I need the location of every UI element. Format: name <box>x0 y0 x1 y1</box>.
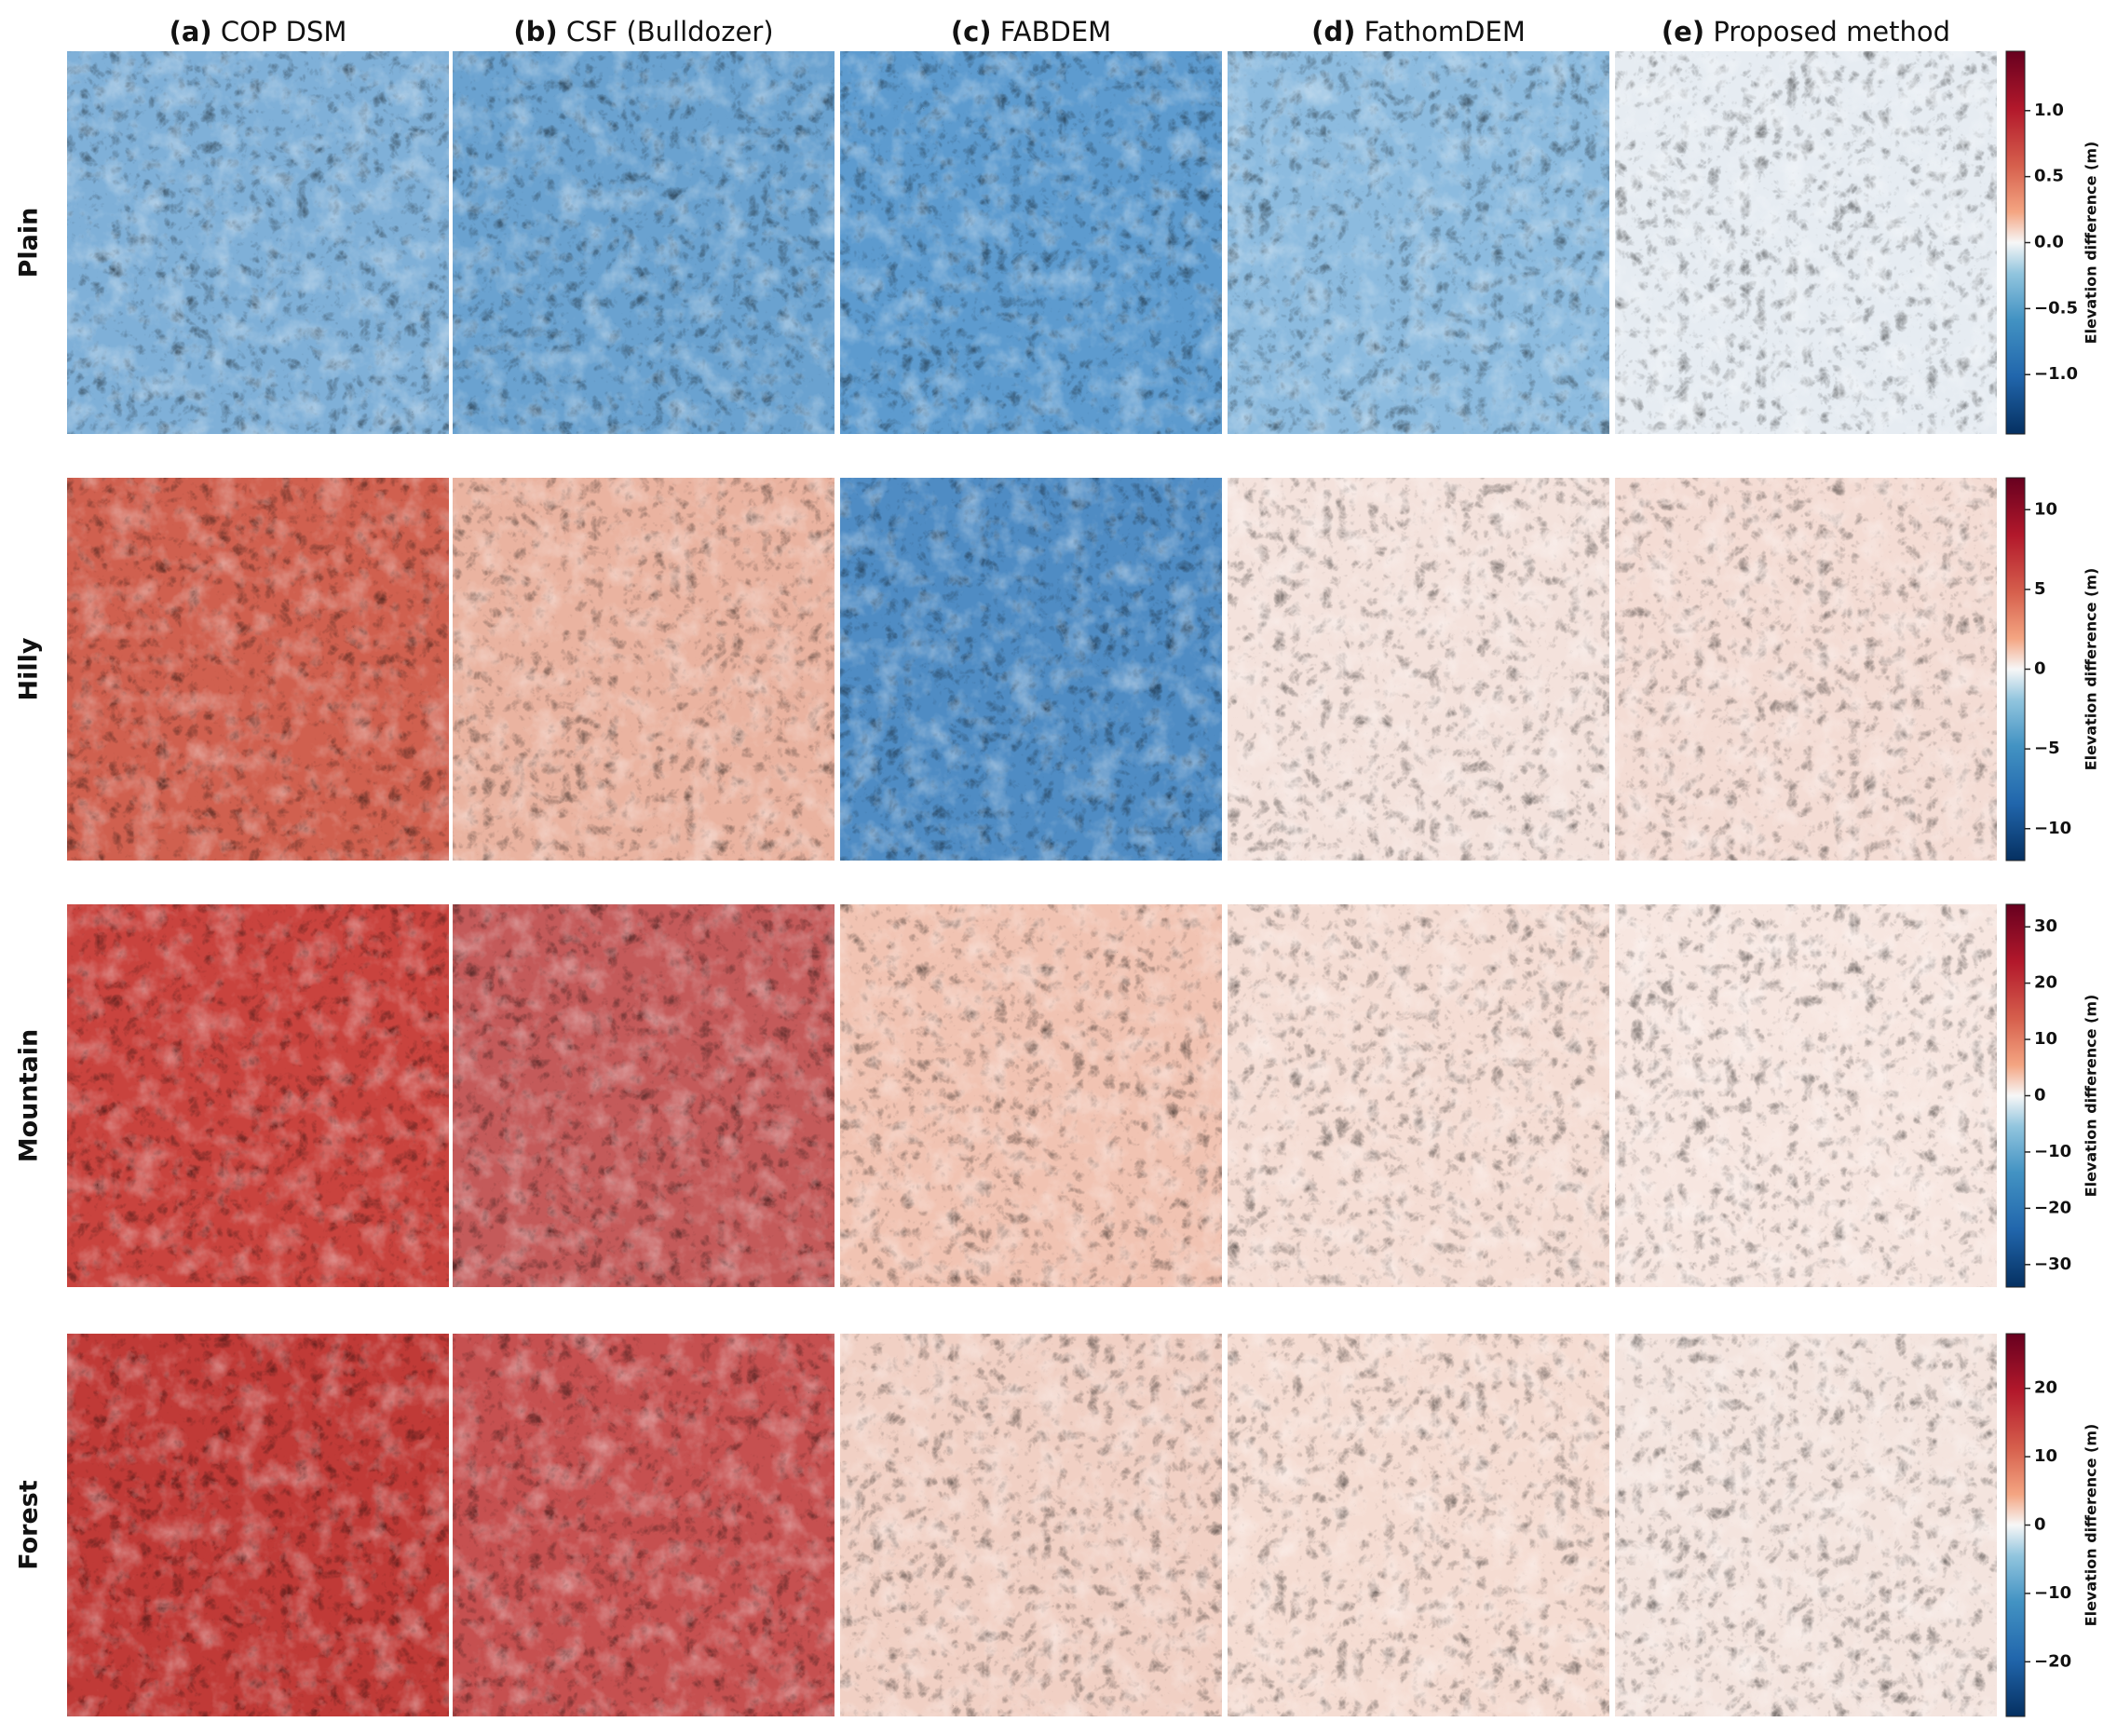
panel-texture <box>840 904 1222 1287</box>
colorbar-label: Elevation difference (m) <box>2083 1424 2100 1627</box>
colorbar-tick-label: 0.5 <box>2034 167 2064 186</box>
panel-texture <box>67 1334 449 1716</box>
colorbar-tick-label: 10 <box>2034 1029 2057 1049</box>
colorbar-label: Elevation difference (m) <box>2083 568 2100 771</box>
panel-texture <box>1615 51 1997 434</box>
colorbar-tick-label: −5 <box>2034 739 2060 758</box>
colorbar-tick-label: −1.0 <box>2034 364 2078 384</box>
panel-texture <box>67 904 449 1287</box>
colorbar <box>2005 50 2026 435</box>
colorbar-label: Elevation difference (m) <box>2083 142 2100 345</box>
panel-texture <box>1228 51 1609 434</box>
colorbar-tick-label: 0.0 <box>2034 233 2064 252</box>
colorbar-tick-label: −0.5 <box>2034 298 2078 318</box>
column-letter: (c) <box>951 16 992 47</box>
panel-texture <box>1615 1334 1997 1716</box>
column-title: (b) CSF (Bulldozer) <box>513 16 773 47</box>
colorbar-tick-label: 0 <box>2034 1086 2046 1105</box>
column-letter: (b) <box>513 16 557 47</box>
panel-texture <box>1228 904 1609 1287</box>
panel-texture <box>453 478 835 861</box>
panel-texture <box>453 1334 835 1716</box>
colorbar-label: Elevation difference (m) <box>2083 995 2100 1198</box>
colorbar-tick-label: 0 <box>2034 659 2046 679</box>
colorbar <box>2005 477 2026 861</box>
panel-texture <box>840 478 1222 861</box>
panel-texture <box>840 1334 1222 1716</box>
column-letter: (e) <box>1662 16 1704 47</box>
row-label: Hilly <box>15 637 44 700</box>
panel-texture <box>1615 904 1997 1287</box>
colorbar-tick-label: 20 <box>2034 973 2057 993</box>
colorbar <box>2005 1333 2026 1717</box>
panel-texture <box>453 904 835 1287</box>
colorbar-tick-label: 1.0 <box>2034 101 2064 120</box>
panel-texture <box>67 478 449 861</box>
column-name: COP DSM <box>221 16 347 47</box>
row-label: Forest <box>15 1480 44 1570</box>
panel-texture <box>67 51 449 434</box>
panel-texture <box>1228 478 1609 861</box>
column-title: (c) FABDEM <box>951 16 1111 47</box>
colorbar-tick-label: 0 <box>2034 1515 2046 1535</box>
column-name: FathomDEM <box>1364 16 1526 47</box>
colorbar-tick-label: 20 <box>2034 1378 2057 1398</box>
colorbar-tick-label: −20 <box>2034 1198 2071 1217</box>
column-letter: (d) <box>1311 16 1355 47</box>
colorbar <box>2005 903 2026 1288</box>
colorbar-tick-label: 10 <box>2034 1446 2057 1466</box>
column-title: (a) COP DSM <box>170 16 347 47</box>
colorbar-tick-label: −30 <box>2034 1255 2071 1274</box>
column-name: Proposed method <box>1713 16 1950 47</box>
row-label: Plain <box>15 208 44 278</box>
row-label: Mountain <box>15 1029 44 1162</box>
column-title: (d) FathomDEM <box>1311 16 1526 47</box>
colorbar-tick-label: −20 <box>2034 1651 2071 1671</box>
column-title: (e) Proposed method <box>1662 16 1950 47</box>
panel-texture <box>840 51 1222 434</box>
colorbar-tick-label: 5 <box>2034 579 2046 599</box>
panel-texture <box>1615 478 1997 861</box>
column-name: FABDEM <box>1000 16 1111 47</box>
colorbar-tick-label: 30 <box>2034 916 2057 936</box>
panel-texture <box>1228 1334 1609 1716</box>
colorbar-tick-label: −10 <box>2034 1142 2071 1161</box>
column-name: CSF (Bulldozer) <box>566 16 774 47</box>
colorbar-tick-label: 10 <box>2034 499 2057 519</box>
colorbar-tick-label: −10 <box>2034 1583 2071 1603</box>
panel-texture <box>453 51 835 434</box>
colorbar-tick-label: −10 <box>2034 819 2071 838</box>
column-letter: (a) <box>170 16 212 47</box>
